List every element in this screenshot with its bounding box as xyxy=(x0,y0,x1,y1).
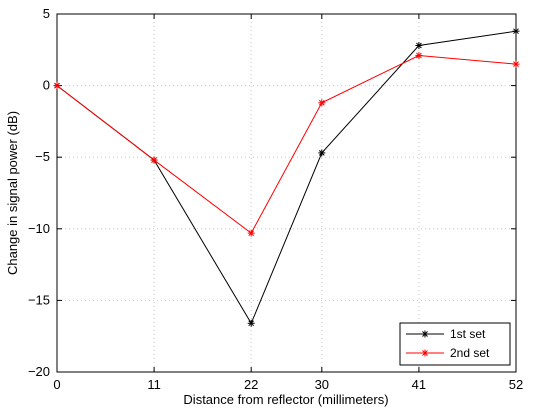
data-point-2nd-set xyxy=(150,156,158,164)
x-axis-label: Distance from reflector (millimeters) xyxy=(183,392,388,407)
series-group xyxy=(53,27,520,327)
legend: 1st set 2nd set xyxy=(399,322,511,366)
data-point-2nd-set xyxy=(512,60,520,68)
y-tick-label: −10 xyxy=(28,221,50,236)
y-tick-label: −5 xyxy=(35,149,50,164)
x-tick-label: 11 xyxy=(147,377,161,392)
x-tick-label: 41 xyxy=(412,377,426,392)
x-tick-label: 52 xyxy=(509,377,523,392)
series-line-1st-set xyxy=(56,30,517,325)
legend-marker-2nd-set xyxy=(421,349,429,357)
y-tick-label: −15 xyxy=(28,292,50,307)
data-point-2nd-set xyxy=(415,52,423,60)
data-point-2nd-set xyxy=(247,229,255,237)
data-point-1st-set xyxy=(512,27,520,35)
legend-box xyxy=(399,322,511,366)
data-point-1st-set xyxy=(318,149,326,157)
grid-lines xyxy=(57,14,516,372)
y-tick-label: −20 xyxy=(28,364,50,379)
data-point-1st-set xyxy=(415,42,423,50)
data-point-1st-set xyxy=(247,319,255,327)
legend-label-2nd-set: 2nd set xyxy=(450,346,490,360)
data-point-2nd-set xyxy=(53,82,61,90)
x-tick-label: 22 xyxy=(244,377,258,392)
y-tick-label: 0 xyxy=(43,78,50,93)
plot-area-frame xyxy=(56,13,517,373)
y-tick-label: 5 xyxy=(43,6,50,21)
series-line-2nd-set xyxy=(56,55,517,234)
data-point-2nd-set xyxy=(318,99,326,107)
x-tick-label: 0 xyxy=(53,377,60,392)
legend-asterisk-icon xyxy=(421,349,429,357)
y-axis-label: Change in signal power (dB) xyxy=(5,111,20,275)
legend-label-1st-set: 1st set xyxy=(450,327,486,341)
x-tick-label: 30 xyxy=(315,377,329,392)
legend-marker-1st-set xyxy=(421,330,429,338)
axis-ticks: 0 11 22 30 41 52 5 0 −5 −10 −15 −20 xyxy=(28,6,523,392)
legend-asterisk-icon xyxy=(421,330,429,338)
